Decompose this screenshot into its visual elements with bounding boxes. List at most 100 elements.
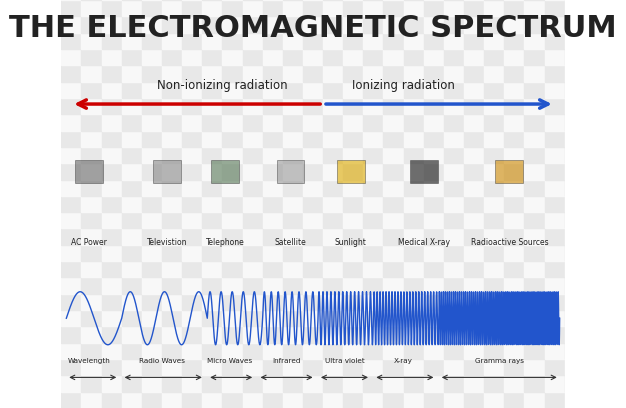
Bar (101, 16, 121, 33)
Bar (363, 326, 384, 343)
Bar (162, 0, 182, 16)
Bar (142, 180, 162, 196)
Bar (242, 375, 263, 392)
Bar (202, 0, 222, 16)
Bar (222, 343, 242, 359)
Bar (81, 33, 101, 49)
Bar (162, 114, 182, 131)
Bar (283, 33, 303, 49)
Bar (303, 16, 323, 33)
Bar (202, 65, 222, 82)
Bar (162, 65, 182, 82)
Bar (182, 114, 202, 131)
Bar (81, 147, 101, 163)
Bar (121, 0, 142, 16)
Bar (525, 82, 545, 98)
Text: Televistion: Televistion (146, 238, 187, 247)
Bar (303, 261, 323, 277)
Bar (384, 261, 404, 277)
Bar (505, 98, 525, 114)
Bar (484, 180, 505, 196)
Bar (101, 114, 121, 131)
Bar (424, 49, 444, 65)
Bar (424, 147, 444, 163)
Bar (363, 277, 384, 294)
Bar (101, 196, 121, 212)
Bar (464, 294, 484, 310)
Bar (323, 49, 343, 65)
Bar (202, 359, 222, 375)
Bar (363, 114, 384, 131)
Bar (242, 326, 263, 343)
Bar (101, 310, 121, 326)
Text: Non-ionizing radiation: Non-ionizing radiation (157, 79, 288, 92)
Bar (484, 228, 505, 245)
Bar (61, 0, 81, 16)
Bar (565, 16, 585, 33)
Bar (202, 147, 222, 163)
Bar (444, 245, 464, 261)
Bar (263, 33, 283, 49)
Bar (81, 228, 101, 245)
Bar (81, 261, 101, 277)
Bar (303, 343, 323, 359)
Bar (182, 0, 202, 16)
Bar (242, 49, 263, 65)
Bar (303, 33, 323, 49)
Bar (363, 196, 384, 212)
Bar (81, 114, 101, 131)
Bar (444, 82, 464, 98)
Bar (303, 98, 323, 114)
Bar (444, 310, 464, 326)
Bar (343, 147, 363, 163)
Bar (182, 49, 202, 65)
Bar (323, 277, 343, 294)
Bar (363, 392, 384, 408)
Bar (525, 0, 545, 16)
Bar (323, 180, 343, 196)
Bar (484, 375, 505, 392)
Bar (182, 375, 202, 392)
Bar (263, 147, 283, 163)
Bar (283, 196, 303, 212)
Bar (121, 180, 142, 196)
Bar (283, 228, 303, 245)
Bar (424, 359, 444, 375)
Bar (101, 98, 121, 114)
Text: Infrared: Infrared (272, 358, 301, 364)
Bar (384, 310, 404, 326)
Bar (343, 343, 363, 359)
Bar (202, 180, 222, 196)
Bar (424, 343, 444, 359)
Bar (222, 180, 242, 196)
Bar (404, 359, 424, 375)
Bar (121, 98, 142, 114)
Bar (545, 359, 565, 375)
Bar (323, 98, 343, 114)
Bar (182, 196, 202, 212)
Bar (222, 163, 242, 180)
Bar (464, 147, 484, 163)
Bar (202, 212, 222, 228)
Bar (202, 114, 222, 131)
Bar (303, 131, 323, 147)
Bar (81, 277, 101, 294)
Bar (222, 375, 242, 392)
Bar (565, 375, 585, 392)
Bar (222, 228, 242, 245)
Bar (283, 163, 303, 180)
Bar (283, 16, 303, 33)
Bar (121, 277, 142, 294)
Bar (162, 294, 182, 310)
Bar (303, 147, 323, 163)
Bar (384, 65, 404, 82)
Bar (363, 310, 384, 326)
Bar (263, 343, 283, 359)
Bar (242, 180, 263, 196)
Bar (404, 16, 424, 33)
Bar (424, 228, 444, 245)
Bar (222, 147, 242, 163)
Bar (182, 131, 202, 147)
Bar (384, 147, 404, 163)
Bar (343, 294, 363, 310)
